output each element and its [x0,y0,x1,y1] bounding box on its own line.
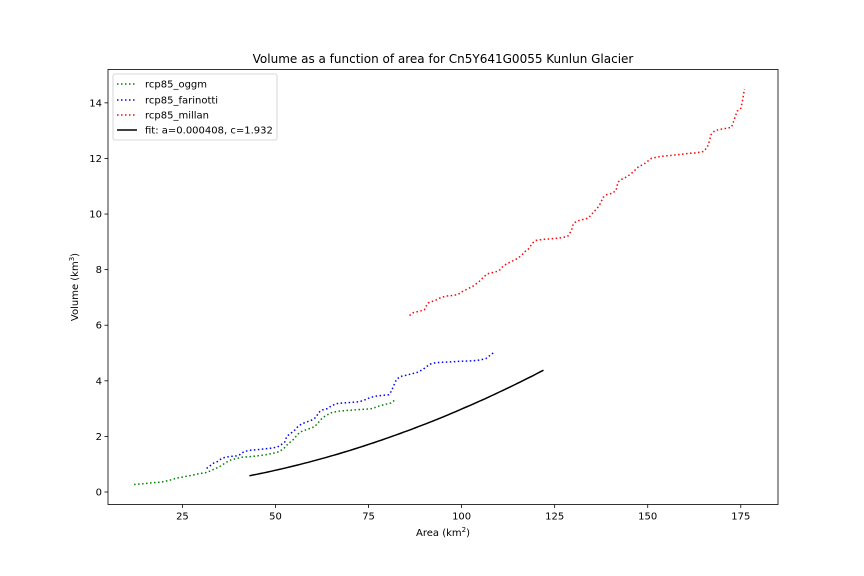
y-tick-label: 0 [96,487,102,498]
y-tick-label: 4 [96,376,102,387]
x-axis: 25 50 75 100 125 150 175 [176,504,750,523]
y-tick-label: 14 [89,98,102,109]
x-tick-label: 75 [362,512,375,523]
legend-label-farinotti: rcp85_farinotti [145,96,218,107]
x-tick-label: 125 [545,512,564,523]
y-tick-label: 2 [96,432,102,443]
fit-curve [249,369,544,477]
series-line-farinotti [206,352,494,470]
y-tick-label: 10 [89,210,102,221]
x-tick-label: 50 [269,512,282,523]
series-line-oggm [134,399,396,486]
x-tick-label: 25 [176,512,189,523]
y-tick-label: 12 [89,154,102,165]
legend-label-oggm: rcp85_oggm [145,80,207,91]
legend-label-millan: rcp85_millan [145,111,209,122]
legend: rcp85_oggm rcp85_farinotti rcp85_millan … [112,73,278,141]
legend-box [112,73,278,141]
series-line-millan [409,88,746,317]
legend-label-fit: fit: a=0.000408, c=1.932 [145,126,273,137]
x-axis-label-sup: 2 [462,526,466,534]
y-axis: 0 2 4 6 8 10 12 14 [89,98,108,498]
x-tick-label: 175 [731,512,750,523]
y-tick-label: 6 [96,321,102,332]
x-tick-label: 100 [452,512,471,523]
x-tick-label: 150 [638,512,657,523]
x-axis-label: Area (km2) [416,526,470,539]
y-tick-label: 8 [96,265,102,276]
chart-title: Volume as a function of area for Cn5Y641… [253,52,634,66]
plot-area [134,88,746,486]
axes-frame [107,69,779,505]
y-axis-label: Volume (km3) [68,253,81,321]
y-axis-label-sup: 3 [68,257,76,261]
